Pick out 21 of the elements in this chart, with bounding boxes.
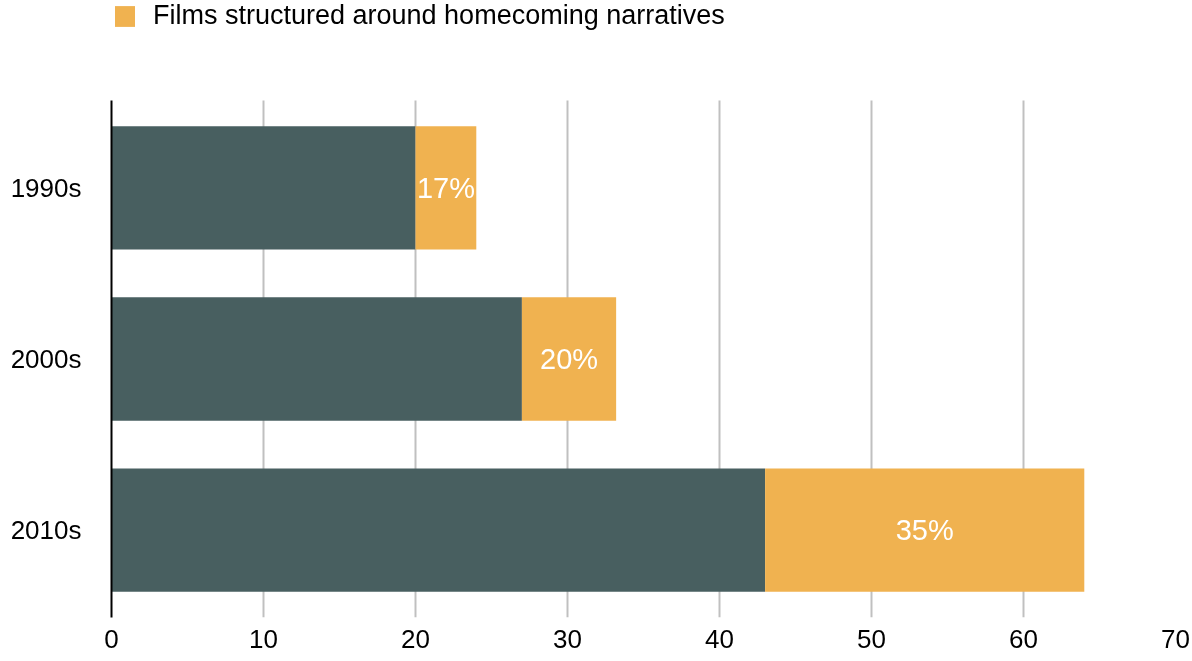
bar	[111, 468, 766, 592]
bar	[111, 297, 522, 421]
x-tick-label: 30	[553, 623, 582, 654]
x-tick-label: 0	[104, 623, 119, 654]
x-tick-label: 60	[1009, 623, 1038, 654]
bar	[765, 468, 1085, 592]
y-tick-label: 1990s	[10, 172, 82, 203]
annotation: 17%	[416, 171, 475, 204]
y-tick-label: 2010s	[10, 515, 82, 546]
x-tick-label: 20	[401, 623, 430, 654]
y-tick-label: 2000s	[10, 344, 82, 374]
x-tick-label: 40	[705, 623, 734, 654]
bar	[415, 126, 477, 250]
annotation: 35%	[895, 514, 954, 547]
x-tick-label: 10	[249, 623, 278, 654]
bar	[521, 297, 617, 421]
legend-label: Films structured around homecoming narratives	[153, 0, 725, 31]
x-tick-label: 50	[857, 623, 886, 654]
x-tick-label: 70	[1161, 623, 1190, 654]
bar	[111, 126, 416, 250]
annotation: 20%	[540, 343, 599, 375]
